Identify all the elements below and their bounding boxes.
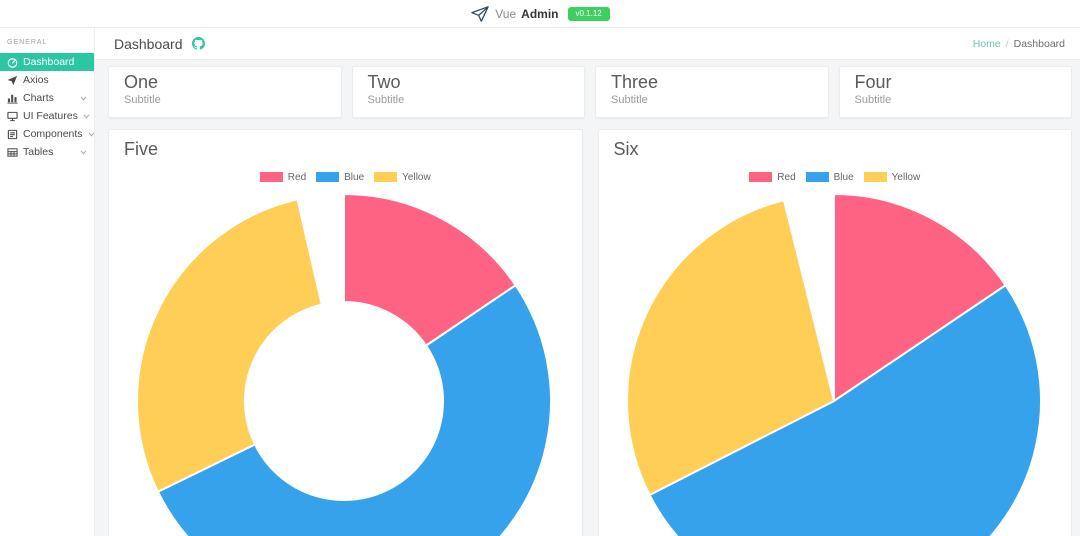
legend-label: Yellow [891, 171, 921, 183]
legend-item-yellow[interactable]: Yellow [863, 171, 921, 183]
chart-slice-red[interactable] [832, 193, 1007, 402]
table-icon [7, 147, 18, 158]
stat-card-subtitle: Subtitle [611, 94, 648, 106]
stat-card-subtitle: Subtitle [854, 94, 892, 106]
brand-name-light: Vue [495, 6, 517, 21]
paper-plane-icon [7, 75, 18, 86]
sidebar-item-label: UI Features [23, 110, 78, 122]
chevron-down-icon [88, 131, 95, 137]
gauge-icon [7, 57, 18, 68]
legend-swatch [259, 172, 283, 182]
chart-slice-blue[interactable] [648, 284, 1042, 536]
chart-legend: Red Blue Yellow [109, 171, 582, 183]
legend-swatch [805, 172, 829, 182]
stat-card-three: Three Subtitle [595, 66, 829, 118]
sidebar: GENERAL Dashboard Axios [0, 28, 95, 536]
brand-link[interactable]: Vue Admin v0.1.12 [470, 5, 610, 23]
legend-swatch [863, 172, 887, 182]
legend-item-red[interactable]: Red [749, 171, 796, 183]
chevron-down-icon [83, 113, 90, 119]
sidebar-item-dashboard[interactable]: Dashboard [0, 53, 94, 71]
book-icon [7, 129, 18, 140]
stat-card-four: Four Subtitle [838, 66, 1072, 118]
content: One Subtitle Two Subtitle Three Subtitle… [95, 60, 1080, 536]
breadcrumb-current: Dashboard [1013, 37, 1065, 50]
legend-swatch [374, 172, 398, 182]
chart-slice-yellow[interactable] [136, 198, 323, 493]
sidebar-section-label: GENERAL [7, 39, 48, 46]
brand-name-bold: Admin [521, 6, 559, 21]
monitor-icon [7, 111, 18, 122]
sidebar-item-components[interactable]: Components [0, 125, 94, 143]
legend-item-blue[interactable]: Blue [316, 172, 364, 183]
legend-swatch [316, 172, 340, 182]
stat-card-title: Two [367, 72, 401, 92]
chart-slice-yellow[interactable] [625, 199, 835, 496]
sidebar-item-label: Axios [23, 74, 49, 86]
legend-item-blue[interactable]: Blue [805, 171, 854, 183]
paper-plane-logo-icon [470, 5, 490, 23]
pie-chart [625, 193, 1042, 536]
chart-card-six: Six Red Blue Yellow [597, 129, 1072, 536]
chart-title: Six [613, 139, 639, 159]
chart-card-five: Five Red Blue Yellow [108, 129, 583, 536]
chevron-down-icon [80, 95, 87, 101]
stat-card-row: One Subtitle Two Subtitle Three Subtitle… [108, 66, 1072, 118]
sidebar-item-axios[interactable]: Axios [0, 71, 94, 89]
sidebar-item-label: Dashboard [23, 56, 75, 68]
breadcrumb-separator: / [1005, 37, 1009, 50]
stat-card-title: One [124, 72, 159, 92]
sidebar-item-label: Tables [23, 146, 54, 158]
legend-item-yellow[interactable]: Yellow [374, 172, 431, 183]
chart-slice-red[interactable] [343, 193, 517, 347]
legend-label: Blue [344, 171, 365, 183]
stat-card-title: Four [854, 72, 892, 92]
chart-title: Five [124, 139, 159, 159]
github-icon[interactable] [191, 37, 205, 50]
page-title: Dashboard [114, 35, 183, 52]
sidebar-item-ui-features[interactable]: UI Features [0, 107, 94, 125]
main-area: Dashboard Home / Dashboard One Subtitle Tw… [95, 28, 1080, 536]
stat-card-subtitle: Subtitle [367, 94, 405, 106]
stat-card-one: One Subtitle [108, 66, 342, 118]
doughnut-chart [136, 193, 553, 536]
legend-label: Blue [833, 171, 854, 183]
legend-label: Red [777, 171, 796, 183]
sidebar-item-label: Charts [23, 92, 54, 104]
chart-legend: Red Blue Yellow [599, 171, 1072, 183]
chevron-down-icon [80, 149, 87, 155]
breadcrumb: Home / Dashboard [973, 38, 1065, 50]
sidebar-item-charts[interactable]: Charts [0, 89, 94, 107]
sidebar-item-tables[interactable]: Tables [0, 143, 94, 161]
stat-card-title: Three [611, 72, 659, 92]
stat-card-subtitle: Subtitle [124, 94, 161, 106]
legend-label: Red [287, 171, 307, 183]
legend-label: Yellow [402, 171, 431, 183]
legend-swatch [749, 172, 773, 182]
version-badge: v0.1.12 [567, 6, 610, 21]
chart-slice-blue[interactable] [157, 284, 553, 536]
page-header: Dashboard Home / Dashboard [95, 28, 1080, 60]
bar-chart-icon [7, 93, 18, 104]
top-brand-bar: Vue Admin v0.1.12 [0, 0, 1080, 28]
legend-item-red[interactable]: Red [259, 171, 307, 183]
breadcrumb-home-link[interactable]: Home [972, 37, 1001, 50]
sidebar-item-label: Components [23, 128, 83, 140]
chart-card-row: Five Red Blue Yellow Six Red Blue Yellow [108, 129, 1072, 536]
stat-card-two: Two Subtitle [351, 66, 585, 118]
